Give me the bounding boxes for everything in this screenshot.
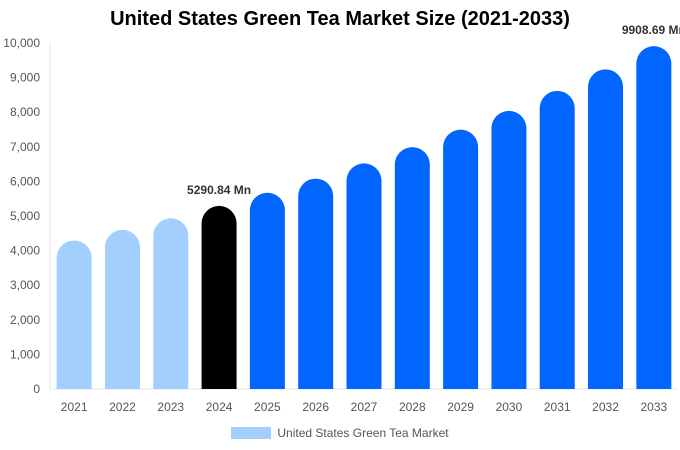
legend-swatch bbox=[231, 427, 272, 439]
legend[interactable]: United States Green Tea Market bbox=[0, 426, 680, 440]
x-tick-label: 2024 bbox=[206, 400, 233, 414]
x-tick-label: 2033 bbox=[640, 400, 667, 414]
data-label: 5290.84 Mn bbox=[187, 183, 251, 197]
bar-2025 bbox=[249, 192, 285, 389]
bar-2027 bbox=[346, 163, 382, 389]
data-label: 9908.69 Mn bbox=[622, 23, 680, 37]
bar-2021 bbox=[56, 240, 92, 389]
y-tick-label: 5,000 bbox=[10, 209, 40, 223]
chart-title: United States Green Tea Market Size (202… bbox=[110, 8, 570, 30]
x-tick-label: 2026 bbox=[302, 400, 329, 414]
bar-2026 bbox=[298, 178, 334, 389]
legend-label: United States Green Tea Market bbox=[277, 426, 449, 440]
x-tick-label: 2028 bbox=[399, 400, 426, 414]
y-tick-label: 3,000 bbox=[10, 278, 40, 292]
x-tick-label: 2022 bbox=[109, 400, 136, 414]
y-tick-label: 10,000 bbox=[3, 36, 40, 50]
y-tick-label: 6,000 bbox=[10, 174, 40, 188]
x-tick-label: 2031 bbox=[544, 400, 571, 414]
y-tick-label: 7,000 bbox=[10, 140, 40, 154]
x-tick-label: 2025 bbox=[254, 400, 281, 414]
y-tick-label: 8,000 bbox=[10, 105, 40, 119]
bar-2022 bbox=[104, 229, 140, 389]
bar-2023 bbox=[153, 218, 189, 389]
bar-2032 bbox=[588, 69, 624, 389]
bar-2028 bbox=[394, 147, 430, 389]
x-tick-label: 2030 bbox=[496, 400, 523, 414]
x-tick-label: 2021 bbox=[61, 400, 88, 414]
bar-2030 bbox=[491, 110, 527, 389]
bar-2033 bbox=[636, 46, 672, 389]
y-tick-label: 0 bbox=[33, 382, 40, 396]
x-tick-label: 2027 bbox=[351, 400, 378, 414]
y-tick-label: 4,000 bbox=[10, 244, 40, 258]
bar-2031 bbox=[539, 90, 575, 389]
bar-2024 bbox=[201, 205, 237, 389]
y-tick-label: 1,000 bbox=[10, 347, 40, 361]
y-tick-label: 2,000 bbox=[10, 313, 40, 327]
x-tick-label: 2032 bbox=[592, 400, 619, 414]
y-tick-label: 9,000 bbox=[10, 71, 40, 85]
bar-2029 bbox=[443, 129, 479, 389]
x-tick-label: 2029 bbox=[447, 400, 474, 414]
x-tick-label: 2023 bbox=[157, 400, 184, 414]
